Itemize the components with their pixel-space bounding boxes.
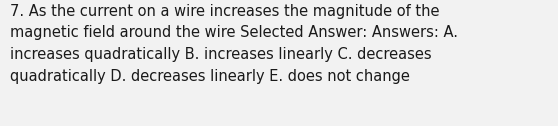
Text: 7. As the current on a wire increases the magnitude of the
magnetic field around: 7. As the current on a wire increases th… (10, 4, 458, 84)
